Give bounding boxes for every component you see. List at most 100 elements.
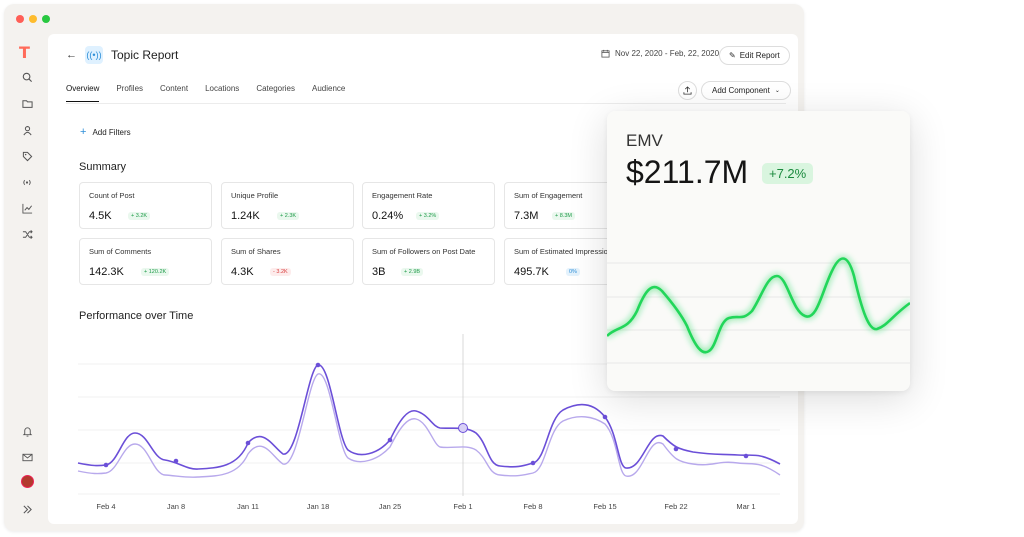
- x-axis-label: Feb 1: [453, 502, 472, 511]
- sidebar: T: [4, 34, 48, 531]
- report-header: ← ((•)) Topic Report: [66, 46, 178, 64]
- emv-change-badge: +7.2%: [762, 163, 814, 184]
- report-tabs: Overview Profiles Content Locations Cate…: [66, 84, 345, 102]
- shuffle-icon[interactable]: [20, 227, 34, 241]
- broadcast-icon[interactable]: [20, 175, 34, 189]
- edit-report-button[interactable]: ✎ Edit Report: [719, 46, 790, 65]
- summary-card-label: Sum of Estimated Impressions: [514, 247, 616, 256]
- chart-point[interactable]: [103, 462, 109, 468]
- primary-series-line: [77, 364, 781, 470]
- x-axis-label: Feb 15: [593, 502, 616, 511]
- calendar-icon: [601, 49, 610, 58]
- summary-card[interactable]: Sum of Followers on Post Date 3B + 2.9B: [362, 238, 495, 285]
- emv-line: [607, 257, 910, 354]
- summary-card[interactable]: Unique Profile 1.24K + 2.3K: [221, 182, 354, 229]
- summary-card-value: 7.3M: [514, 210, 539, 222]
- tab-categories[interactable]: Categories: [256, 84, 295, 93]
- summary-card-change-badge: + 8.3M: [552, 212, 575, 220]
- tab-locations[interactable]: Locations: [205, 84, 240, 93]
- user-icon[interactable]: [20, 123, 34, 137]
- folder-icon[interactable]: [20, 96, 34, 110]
- x-axis-label: Feb 22: [664, 502, 687, 511]
- tab-audience[interactable]: Audience: [312, 84, 346, 93]
- tab-content[interactable]: Content: [160, 84, 189, 93]
- x-axis-label: Jan 11: [237, 502, 259, 511]
- add-filters-label: Add Filters: [92, 127, 131, 137]
- tag-icon[interactable]: [20, 149, 34, 163]
- chart-point[interactable]: [245, 440, 251, 446]
- x-axis-label: Jan 8: [167, 502, 185, 511]
- x-axis-label: Mar 1: [736, 502, 755, 511]
- mail-icon[interactable]: [20, 450, 34, 464]
- summary-card-value: 4.5K: [89, 210, 112, 222]
- minimize-window-button[interactable]: [29, 15, 37, 23]
- avatar[interactable]: [21, 475, 34, 488]
- back-arrow-icon[interactable]: ←: [66, 49, 77, 61]
- summary-card-label: Sum of Shares: [231, 247, 281, 256]
- add-filters-button[interactable]: + Add Filters: [80, 126, 131, 138]
- summary-card-change-badge: + 3.2K: [128, 212, 151, 220]
- performance-title: Performance over Time: [79, 310, 194, 322]
- page-title: Topic Report: [111, 48, 179, 62]
- maximize-window-button[interactable]: [42, 15, 50, 23]
- chart-point[interactable]: [530, 460, 536, 466]
- summary-card-change-badge: + 2.9B: [401, 268, 424, 276]
- summary-card-change-badge: + 120.2K: [141, 268, 170, 276]
- chart-point[interactable]: [315, 362, 321, 368]
- summary-card-change-badge: + 3.2%: [416, 212, 440, 220]
- summary-card-change-badge: + 2.3K: [277, 212, 300, 220]
- summary-card[interactable]: Sum of Shares 4.3K - 3.2K: [221, 238, 354, 285]
- search-icon[interactable]: [20, 70, 34, 84]
- summary-card-label: Unique Profile: [231, 191, 279, 200]
- summary-card-change-badge: - 3.2K: [270, 268, 291, 276]
- date-range-picker[interactable]: Nov 22, 2020 - Feb, 22, 2020: [601, 49, 719, 58]
- export-button[interactable]: [678, 81, 697, 100]
- add-component-button[interactable]: Add Component ⌄: [701, 81, 791, 100]
- summary-card-label: Sum of Engagement: [514, 191, 583, 200]
- date-range-text: Nov 22, 2020 - Feb, 22, 2020: [615, 49, 720, 58]
- tab-overview[interactable]: Overview: [66, 84, 100, 102]
- chart-point[interactable]: [602, 414, 608, 420]
- summary-card-value: 495.7K: [514, 266, 549, 278]
- summary-card-value: 1.24K: [231, 210, 260, 222]
- summary-card[interactable]: Engagement Rate 0.24% + 3.2%: [362, 182, 495, 229]
- secondary-series-line: [77, 373, 781, 478]
- summary-card-value: 4.3K: [231, 266, 254, 278]
- upload-icon: [683, 86, 692, 95]
- emv-label: EMV: [626, 131, 663, 150]
- chart-point[interactable]: [387, 437, 393, 443]
- window-controls: [16, 15, 50, 23]
- app-logo[interactable]: T: [19, 43, 30, 62]
- tabs-divider: [66, 103, 786, 104]
- pencil-icon: ✎: [729, 51, 736, 60]
- summary-card-value: 3B: [372, 266, 386, 278]
- close-window-button[interactable]: [16, 15, 24, 23]
- x-axis-label: Feb 8: [523, 502, 542, 511]
- expand-icon[interactable]: [20, 502, 34, 516]
- trend-icon[interactable]: [20, 201, 34, 215]
- x-axis-label: Jan 25: [379, 502, 402, 511]
- summary-card-label: Sum of Comments: [89, 247, 152, 256]
- bell-icon[interactable]: [20, 424, 34, 438]
- summary-title: Summary: [79, 161, 127, 173]
- plus-icon: +: [80, 126, 87, 138]
- add-component-label: Add Component: [712, 86, 770, 95]
- summary-card[interactable]: Sum of Comments 142.3K + 120.2K: [79, 238, 212, 285]
- chart-hover-point[interactable]: [458, 423, 468, 433]
- chart-point[interactable]: [173, 458, 179, 464]
- emv-value: $211.7M: [626, 154, 749, 190]
- topic-broadcast-icon: ((•)): [85, 46, 103, 64]
- emv-card: EMV $211.7M +7.2%: [607, 111, 910, 391]
- summary-card-label: Count of Post: [89, 191, 135, 200]
- primary-series-points: [103, 362, 749, 468]
- performance-chart: Feb 4 Jan 8 Jan 11 Jan 18 Jan 25 Feb 1 Feb 8 Fe…: [77, 334, 781, 511]
- chart-point[interactable]: [743, 453, 749, 459]
- edit-report-label: Edit Report: [739, 51, 780, 60]
- emv-chart: [607, 257, 910, 364]
- summary-card[interactable]: Count of Post 4.5K + 3.2K: [79, 182, 212, 229]
- summary-card-value: 142.3K: [89, 266, 124, 278]
- chart-point[interactable]: [673, 446, 679, 452]
- tab-profiles[interactable]: Profiles: [116, 84, 144, 93]
- summary-card-change-badge: 0%: [566, 268, 580, 276]
- chevron-down-icon: ⌄: [774, 88, 780, 94]
